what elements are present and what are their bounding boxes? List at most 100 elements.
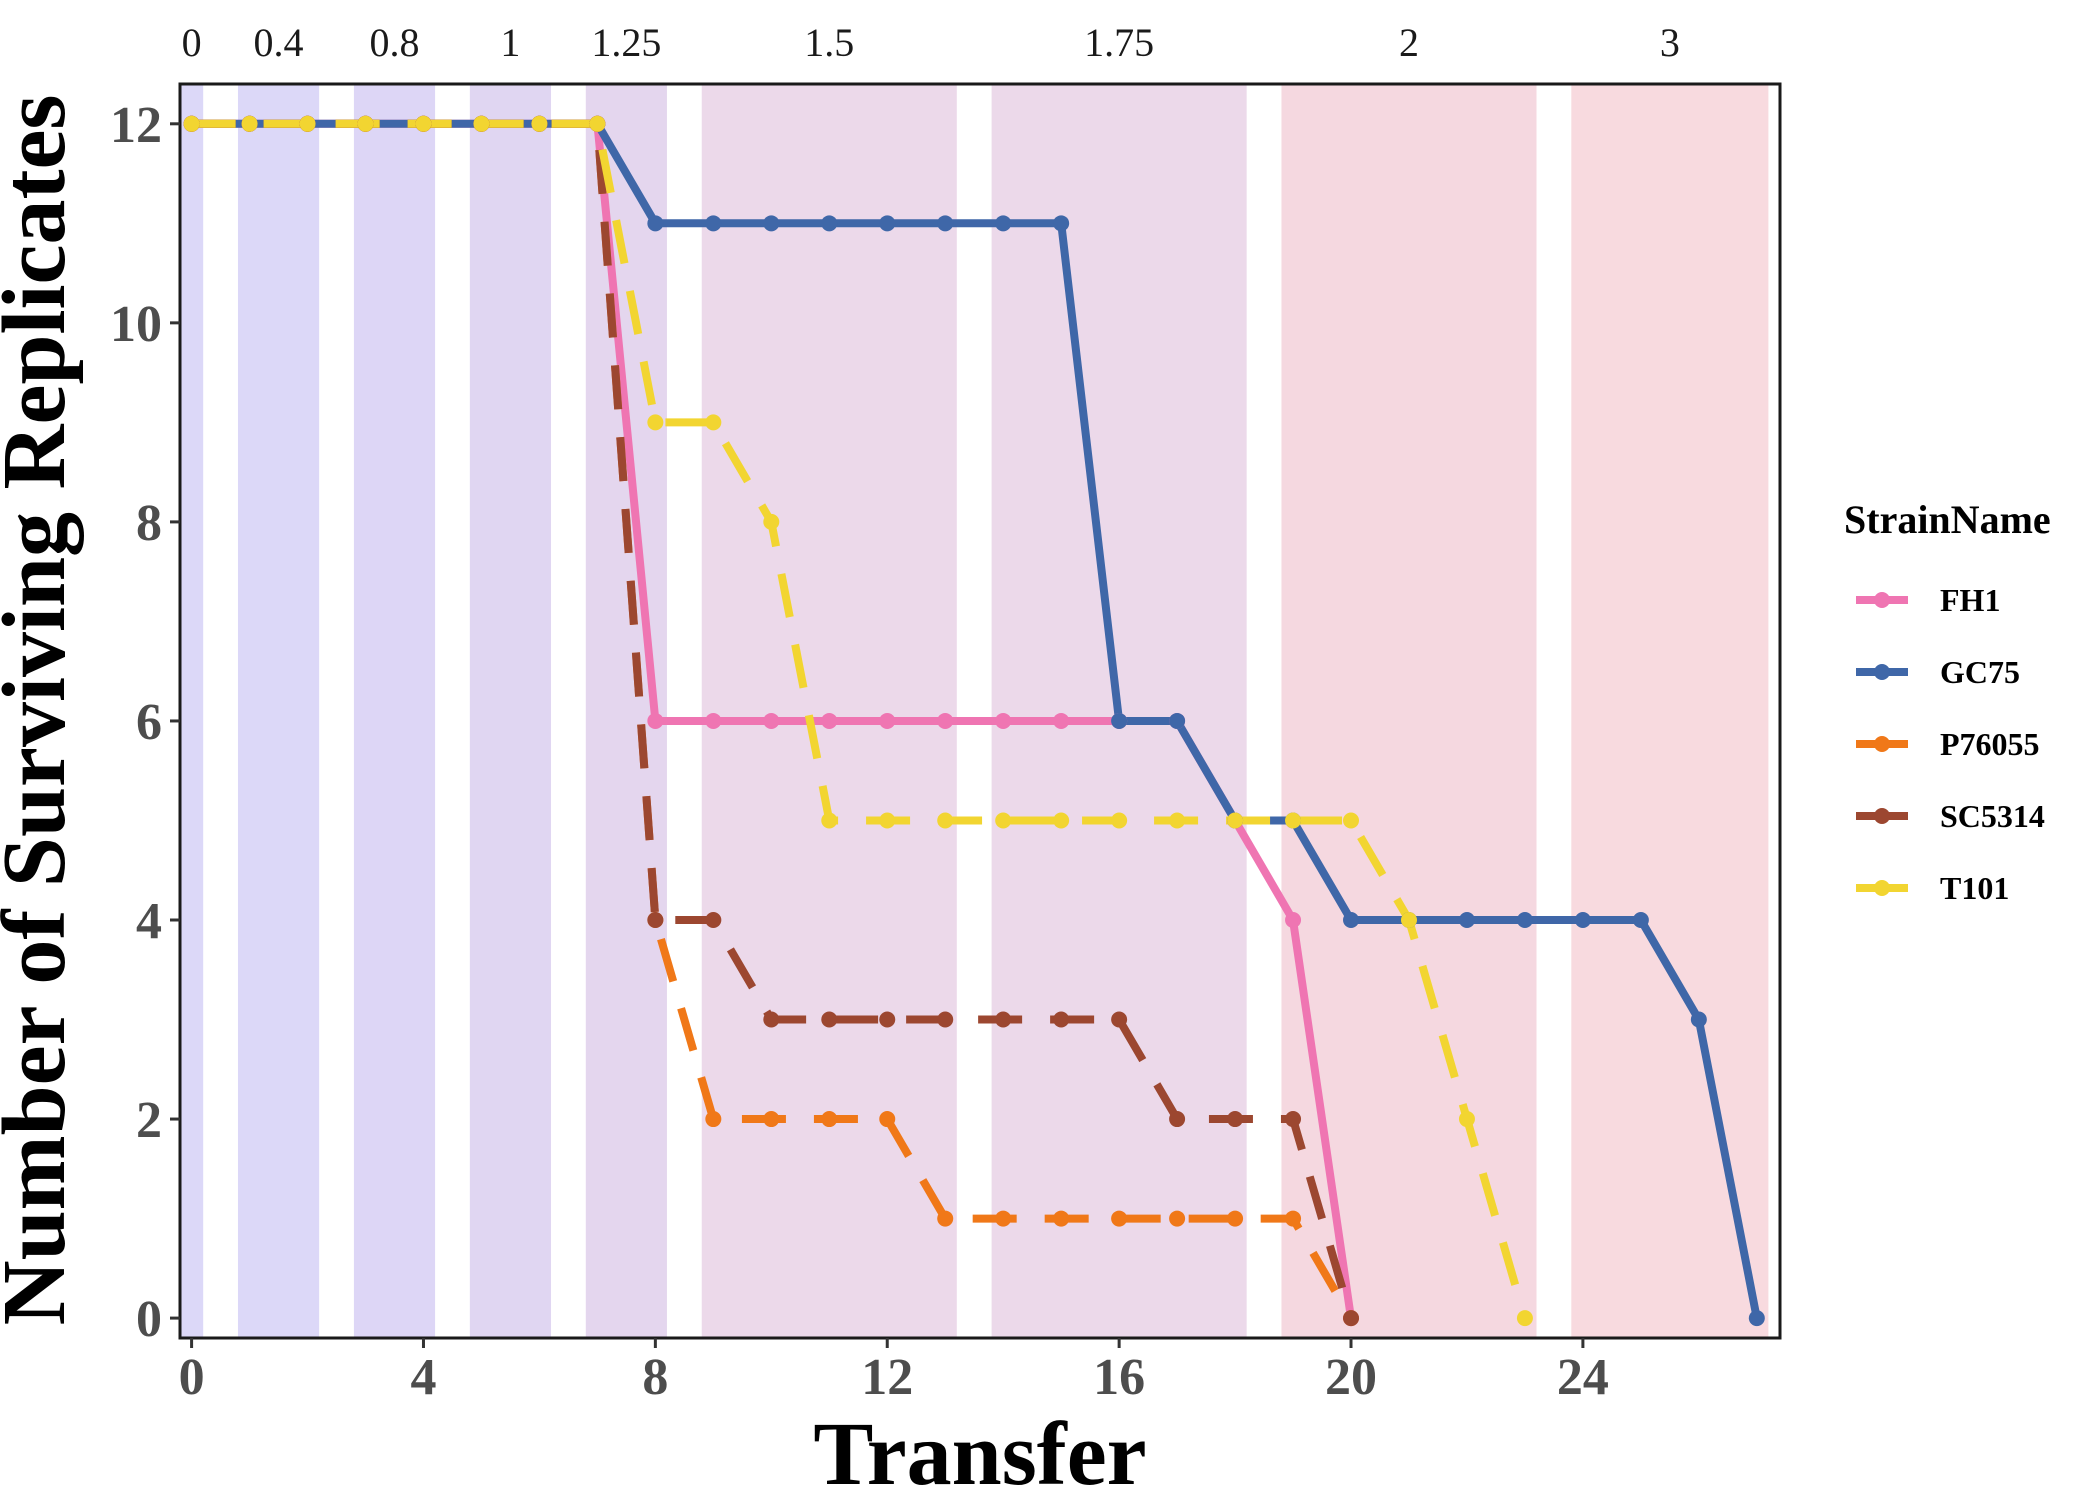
point-fh1 [1285, 912, 1302, 928]
x-tick-label: 0 [179, 1349, 205, 1406]
point-p76055 [705, 1111, 722, 1128]
x-tick-label: 20 [1325, 1349, 1377, 1406]
point-gc75 [647, 215, 664, 232]
point-sc5314 [821, 1011, 838, 1028]
point-fh1 [879, 712, 896, 729]
band-1 [469, 84, 552, 1338]
point-gc75 [705, 215, 722, 232]
band-label-0-8: 0.8 [369, 20, 419, 65]
point-t101 [299, 115, 316, 132]
band-label-1-25: 1.25 [591, 20, 661, 65]
point-t101 [1343, 812, 1360, 829]
point-gc75 [1516, 912, 1533, 928]
point-gc75 [1458, 912, 1475, 928]
legend-point-sc5314 [1874, 808, 1890, 824]
point-t101 [1285, 812, 1302, 829]
x-axis-title: Transfer [813, 1405, 1146, 1500]
band-0-8 [353, 84, 436, 1338]
band-label-2: 2 [1399, 20, 1419, 65]
point-p76055 [1227, 1210, 1244, 1227]
point-t101 [1169, 812, 1186, 829]
point-t101 [995, 812, 1012, 829]
point-gc75 [1632, 912, 1649, 928]
point-t101 [879, 812, 896, 829]
point-t101 [937, 812, 954, 829]
point-t101 [473, 115, 490, 132]
point-sc5314 [1285, 1111, 1302, 1128]
point-gc75 [1111, 712, 1128, 729]
point-sc5314 [937, 1011, 954, 1028]
y-tick-label: 12 [110, 97, 162, 154]
point-gc75 [1574, 912, 1591, 928]
x-tick-label: 24 [1557, 1349, 1609, 1406]
point-sc5314 [763, 1011, 780, 1028]
band-label-0: 0 [182, 20, 202, 65]
point-t101 [1227, 812, 1244, 829]
series-line-gc75 [191, 119, 1761, 1319]
point-gc75 [1690, 1011, 1707, 1028]
point-sc5314 [1169, 1111, 1186, 1128]
point-gc75 [1053, 215, 1070, 232]
point-fh1 [705, 712, 722, 729]
y-tick-label: 2 [136, 1092, 162, 1149]
point-gc75 [1169, 712, 1186, 729]
point-sc5314 [647, 912, 664, 928]
series-points [183, 115, 1765, 1327]
point-gc75 [763, 215, 780, 232]
y-tick-label: 10 [110, 296, 162, 353]
point-t101 [415, 115, 432, 132]
point-sc5314 [1343, 1310, 1360, 1327]
point-t101 [1053, 812, 1070, 829]
band-2 [1281, 84, 1537, 1338]
band-0 [180, 84, 204, 1338]
point-sc5314 [705, 912, 722, 928]
band-0-4 [237, 84, 320, 1338]
legend-point-fh1 [1874, 592, 1890, 608]
point-p76055 [1169, 1210, 1186, 1227]
legend-label-sc5314: SC5314 [1940, 798, 2045, 834]
point-t101 [1516, 1310, 1533, 1327]
point-t101 [763, 513, 780, 530]
point-gc75 [1343, 912, 1360, 928]
point-t101 [183, 115, 200, 132]
point-gc75 [937, 215, 954, 232]
band-1-5 [701, 84, 957, 1338]
legend-label-fh1: FH1 [1940, 582, 2000, 618]
legend-title: StrainName [1844, 497, 2051, 542]
y-tick-label: 6 [136, 694, 162, 751]
x-tick-label: 12 [861, 1349, 913, 1406]
band-label-0-4: 0.4 [254, 20, 304, 65]
point-p76055 [995, 1210, 1012, 1227]
y-axis-title: Number of Surviving Replicates [0, 95, 84, 1326]
point-t101 [1111, 812, 1128, 829]
legend-label-p76055: P76055 [1940, 726, 2040, 762]
point-p76055 [763, 1111, 780, 1128]
point-p76055 [1111, 1210, 1128, 1227]
point-t101 [1458, 1111, 1475, 1128]
point-p76055 [937, 1210, 954, 1227]
legend-point-gc75 [1874, 664, 1890, 680]
x-axis: 0 4 8 12 16 20 24 [179, 1338, 1609, 1406]
point-t101 [821, 812, 838, 829]
band-label-3: 3 [1660, 20, 1680, 65]
legend-point-t101 [1874, 880, 1890, 896]
point-gc75 [879, 215, 896, 232]
plot-panel-border [178, 82, 1782, 1340]
y-tick-label: 8 [136, 495, 162, 552]
y-tick-label: 4 [136, 893, 162, 950]
concentration-bands [180, 84, 1769, 1338]
point-fh1 [647, 712, 664, 729]
band-label-1-5: 1.5 [804, 20, 854, 65]
series-line-t101 [191, 119, 1529, 1320]
point-p76055 [821, 1111, 838, 1128]
x-tick-label: 16 [1093, 1349, 1145, 1406]
legend-label-gc75: GC75 [1940, 654, 2020, 690]
point-fh1 [1053, 712, 1070, 729]
point-fh1 [937, 712, 954, 729]
band-3 [1571, 84, 1769, 1338]
concentration-labels: 0 0.4 0.8 1 1.25 1.5 1.75 2 3 [182, 20, 1680, 65]
band-label-1-75: 1.75 [1084, 20, 1154, 65]
point-t101 [1400, 912, 1417, 928]
point-sc5314 [1111, 1011, 1128, 1028]
x-tick-label: 4 [410, 1349, 436, 1406]
